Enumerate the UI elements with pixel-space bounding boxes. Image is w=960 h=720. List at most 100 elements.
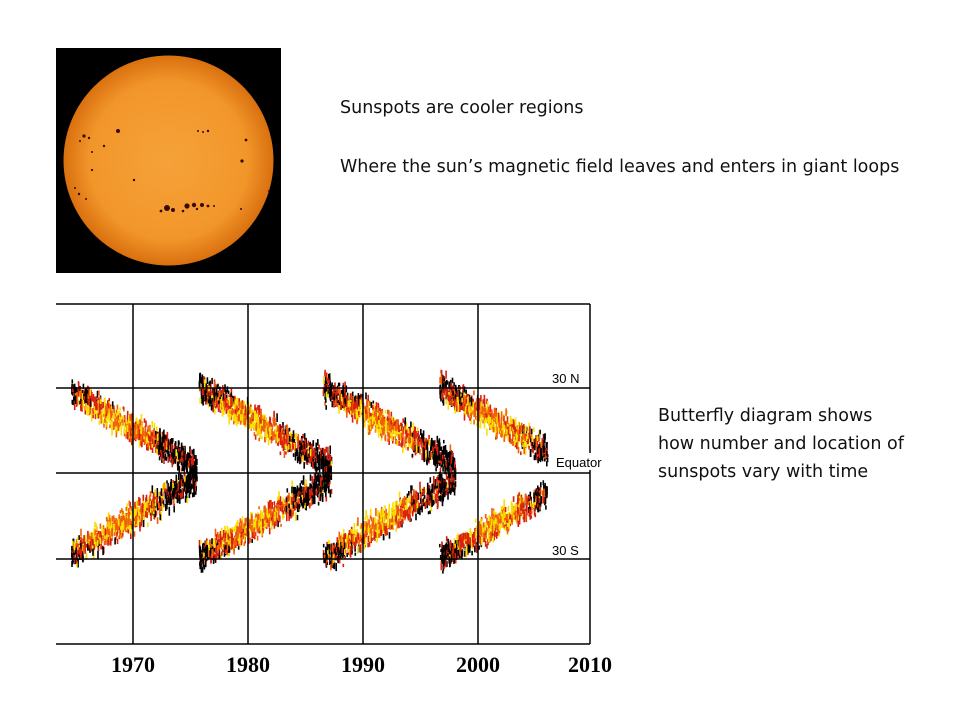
sunspot-mark [293,502,296,506]
sunspot-mark [290,441,292,449]
sunspot-mark [257,416,259,425]
sunspot-mark [314,462,317,471]
sunspot-mark [405,422,408,432]
sunspot-mark [174,458,176,464]
sunspot-mark [183,455,186,464]
sunspot-mark [163,456,165,464]
magnetic-field-caption: Where the sun’s magnetic field leaves an… [340,157,900,177]
sunspot-mark [273,410,275,418]
sunspot-mark [120,524,122,530]
sunspot-mark [258,437,260,442]
sunspot-mark [346,402,348,408]
sunspot-mark [396,439,398,446]
sunspot-marks [71,369,549,574]
sunspot-mark [217,540,220,549]
sunspot-mark [381,524,383,533]
sunspot-mark [452,460,454,465]
sunspot-mark [170,438,173,446]
sunspot-mark [180,479,183,487]
sunspot-mark [140,433,143,439]
sunspot-mark [438,480,441,484]
sunspot-mark [448,462,451,466]
sunspot-mark [261,435,263,440]
sunspot-mark [316,454,319,464]
sunspot-mark [251,414,254,420]
sunspot-mark [222,397,224,404]
sunspot-mark [184,484,187,488]
sunspot-mark [320,477,322,487]
sunspot-mark [364,530,367,538]
sunspot-mark [385,525,387,535]
sunspot-mark [337,546,340,551]
sunspot-mark [131,524,133,529]
sunspot-mark [209,381,211,387]
sunspot-mark [192,456,194,465]
sunspot-mark [275,517,277,527]
sunspot-mark [120,432,123,436]
sunspot-mark [386,416,389,422]
sunspot-mark [426,441,429,450]
sunspot-mark [326,464,329,468]
sunspot-mark [428,435,430,443]
sunspot-mark [318,444,320,450]
sunspot-mark [185,479,188,488]
sunspot-mark [260,513,263,517]
sunspot-mark [316,475,318,481]
sunspot-mark [283,439,285,444]
sunspot-mark [375,413,377,421]
sunspot-mark [397,432,399,439]
sunspot-mark [328,544,331,550]
sunspot-mark [316,467,319,471]
sunspot-mark [79,400,81,405]
sunspot-mark [282,510,284,515]
sunspot-mark [77,382,80,391]
sunspot-mark [311,476,314,485]
sunspot-mark [241,516,244,525]
sunspot-mark [352,536,354,544]
sunspot-mark [443,485,445,490]
sunspot-mark [436,435,439,443]
sunspot-mark [207,402,210,408]
sunspot-mark [371,420,374,425]
sunspot-mark [319,451,322,458]
sunspot-mark [369,413,371,418]
sunspot-mark [125,512,128,517]
sunspot-mark [206,540,209,545]
sunspot-mark [430,489,433,498]
sunspot-mark [240,405,243,415]
sunspot-mark [381,409,383,414]
sunspot-mark [285,435,288,442]
sunspot-mark [300,480,303,484]
sunspot-mark [84,541,86,547]
sunspot-mark [88,539,91,545]
sunspot-mark [236,417,238,424]
sunspot-mark [256,514,259,520]
sunspot-mark [345,385,348,393]
sunspot-mark [391,433,393,441]
sunspot-mark [419,488,422,494]
sunspot-mark [450,463,453,467]
sunspot-mark [146,438,148,443]
sunspot-mark [278,491,280,500]
sunspot-mark [312,440,314,444]
sunspot-mark [233,419,235,425]
sunspot-mark [99,531,101,537]
sunspot-mark [330,387,332,395]
sunspot-mark [278,438,280,442]
sunspot-mark [412,508,415,513]
sunspot-mark [218,390,221,398]
sunspot-mark [408,436,410,443]
sunspot-mark [284,434,287,439]
sunspot-mark [436,461,439,468]
sunspot-mark [165,506,167,511]
sunspot-mark [401,508,403,518]
sunspot-mark [417,427,419,432]
sunspot-mark [276,506,278,510]
sunspot-mark [288,427,291,432]
sunspot-mark [333,548,336,554]
sunspot-mark [437,453,440,461]
sunspot-mark [379,420,382,426]
sunspot-mark [327,394,329,397]
sunspot-mark [93,535,96,545]
sunspot-mark [266,422,268,426]
